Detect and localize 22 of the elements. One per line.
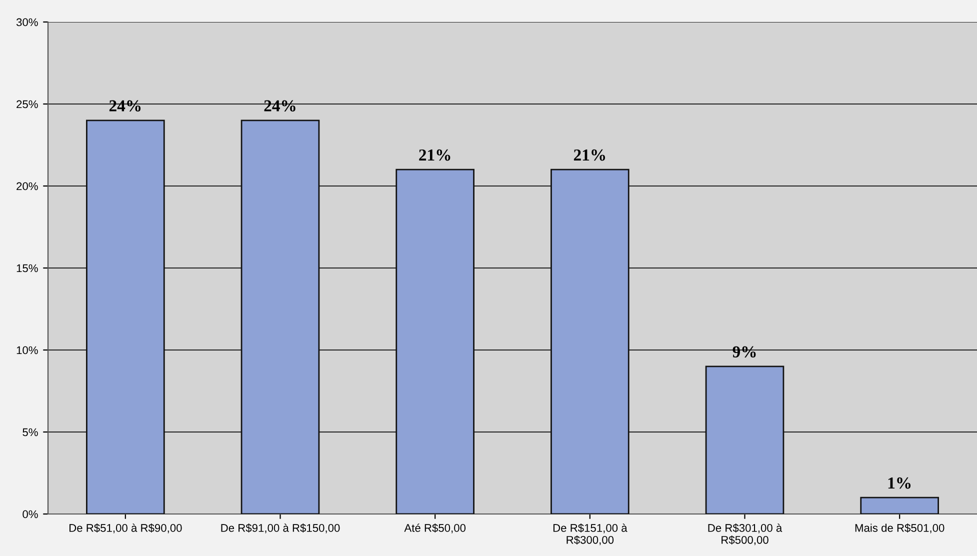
bar <box>240 120 320 514</box>
y-tick-label: 10% <box>16 346 38 354</box>
x-tick-label: Mais de R$501,00 <box>855 524 944 534</box>
x-tick-label: De R$151,00 à R$300,00 <box>553 524 628 546</box>
x-tick-label: De R$51,00 à R$90,00 <box>70 524 182 534</box>
data-label: 21% <box>419 149 450 161</box>
bar <box>550 168 630 514</box>
bar <box>396 168 474 514</box>
x-tick-label: De R$301,00 à R$500,00 <box>708 524 782 546</box>
data-label: 1% <box>888 477 911 489</box>
y-tick-label: 5% <box>22 428 38 436</box>
x-tick-label: Até R$50,00 <box>404 524 466 534</box>
data-label: 21% <box>574 149 606 161</box>
bar <box>860 496 939 514</box>
x-tick-label: De R$91,00 à R$150,00 <box>221 524 340 534</box>
y-tick-label: 0% <box>22 510 38 518</box>
y-tick-label: 30% <box>16 18 38 26</box>
y-tick-label: 20% <box>16 182 38 190</box>
y-tick-label: 15% <box>16 264 38 272</box>
y-tick-label: 25% <box>16 100 38 108</box>
bar <box>86 120 165 514</box>
bar <box>705 366 784 514</box>
